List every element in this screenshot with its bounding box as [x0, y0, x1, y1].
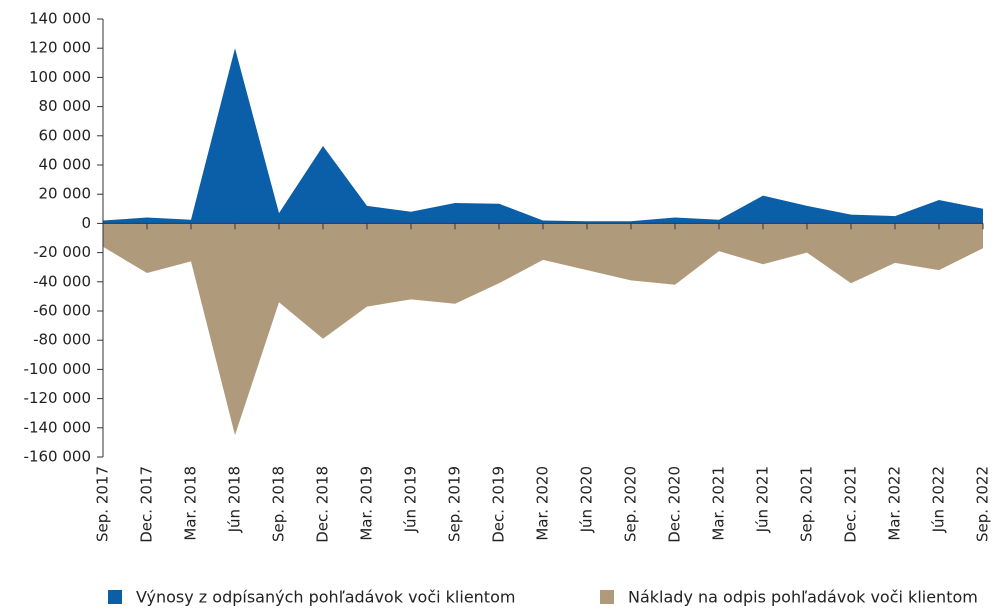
x-tick-label: Dec. 2018 [314, 466, 332, 543]
y-tick-label: -20 000 [33, 243, 91, 261]
x-tick-label: Jún 2022 [930, 466, 948, 533]
x-tick-label: Jún 2018 [226, 466, 244, 533]
legend-swatch [600, 590, 614, 604]
x-tick-label: Dec. 2017 [138, 466, 156, 543]
y-tick-label: -40 000 [33, 272, 91, 290]
x-tick-label: Mar. 2020 [534, 466, 552, 541]
x-tick-label: Jún 2019 [402, 466, 420, 533]
area [103, 223, 983, 436]
y-tick-label: 120 000 [29, 39, 91, 57]
y-tick-label: -140 000 [24, 418, 91, 436]
x-tick-label: Jún 2020 [578, 466, 596, 533]
x-tick-label: Jún 2021 [754, 466, 772, 533]
x-tick-label: Dec. 2021 [842, 466, 860, 543]
legend-label: Náklady na odpis pohľadávok voči kliento… [628, 588, 978, 607]
x-tick-label: Mar. 2018 [182, 466, 200, 541]
area [103, 48, 983, 224]
x-tick-label: Sep. 2021 [798, 466, 816, 542]
x-tick-label: Dec. 2019 [490, 466, 508, 543]
y-tick-label: 20 000 [39, 185, 92, 203]
legend-swatch [108, 590, 122, 604]
y-tick-label: 100 000 [29, 68, 91, 86]
y-tick-label: 60 000 [39, 126, 92, 144]
x-tick-label: Sep. 2019 [446, 466, 464, 542]
x-tick-label: Mar. 2021 [710, 466, 728, 541]
y-tick-label: -80 000 [33, 331, 91, 349]
x-tick-label: Dec. 2020 [666, 466, 684, 543]
legend-label: Výnosy z odpísaných pohľadávok voči klie… [136, 588, 515, 607]
y-tick-label: 80 000 [39, 97, 92, 115]
y-tick-label: 40 000 [39, 156, 92, 174]
x-tick-label: Sep. 2018 [270, 466, 288, 542]
y-tick-label: -100 000 [24, 360, 91, 378]
y-tick-label: 140 000 [29, 10, 91, 28]
x-tick-label: Sep. 2020 [622, 466, 640, 542]
y-tick-label: -60 000 [33, 302, 91, 320]
y-tick-label: -160 000 [24, 448, 91, 466]
x-tick-label: Sep. 2022 [974, 466, 992, 542]
x-tick-label: Mar. 2019 [358, 466, 376, 541]
y-tick-label: 0 [81, 214, 91, 232]
x-tick-label: Sep. 2017 [94, 466, 112, 542]
x-tick-label: Mar. 2022 [886, 466, 904, 541]
y-tick-label: -120 000 [24, 389, 91, 407]
